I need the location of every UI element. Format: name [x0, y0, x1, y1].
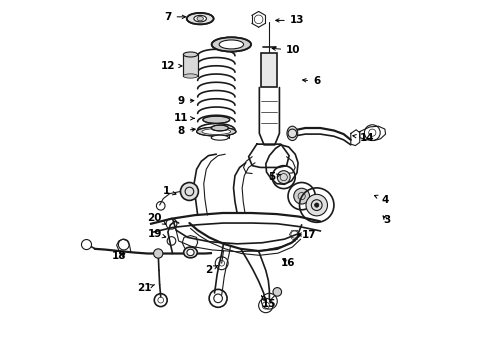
Ellipse shape	[203, 116, 230, 123]
Text: 11: 11	[174, 113, 194, 123]
Circle shape	[153, 249, 163, 258]
Bar	[262, 53, 277, 87]
Ellipse shape	[211, 125, 228, 131]
Text: 4: 4	[374, 195, 389, 205]
Bar	[183, 54, 197, 76]
Text: 3: 3	[383, 215, 390, 225]
Text: 17: 17	[298, 230, 317, 239]
Ellipse shape	[219, 40, 244, 49]
Text: 9: 9	[177, 96, 194, 106]
Ellipse shape	[183, 74, 197, 78]
Text: 10: 10	[272, 45, 301, 55]
Ellipse shape	[197, 17, 203, 21]
Text: 18: 18	[112, 251, 126, 261]
Text: 2: 2	[205, 265, 218, 275]
Circle shape	[180, 183, 198, 201]
Text: 13: 13	[276, 15, 304, 26]
Ellipse shape	[211, 135, 228, 140]
Text: 14: 14	[353, 133, 374, 143]
Ellipse shape	[212, 37, 251, 51]
Circle shape	[277, 171, 290, 184]
Ellipse shape	[184, 247, 197, 258]
Text: 6: 6	[303, 76, 320, 86]
Text: 8: 8	[177, 126, 195, 136]
Text: 21: 21	[137, 283, 155, 293]
Circle shape	[273, 288, 282, 296]
Text: 5: 5	[268, 172, 281, 182]
Ellipse shape	[187, 249, 194, 256]
Text: 12: 12	[161, 61, 182, 71]
Ellipse shape	[183, 52, 197, 57]
Ellipse shape	[187, 13, 214, 24]
Bar	[183, 54, 197, 76]
Circle shape	[294, 188, 310, 204]
Ellipse shape	[202, 129, 231, 134]
Ellipse shape	[196, 127, 236, 136]
Circle shape	[315, 203, 319, 207]
Text: 19: 19	[147, 229, 166, 239]
Text: 16: 16	[281, 258, 295, 268]
Ellipse shape	[287, 126, 298, 140]
Ellipse shape	[194, 15, 206, 22]
Circle shape	[81, 239, 92, 249]
Text: 1: 1	[163, 186, 176, 197]
Circle shape	[306, 194, 327, 216]
Text: 15: 15	[262, 296, 277, 309]
Text: 7: 7	[164, 12, 186, 22]
Text: 20: 20	[147, 213, 166, 224]
